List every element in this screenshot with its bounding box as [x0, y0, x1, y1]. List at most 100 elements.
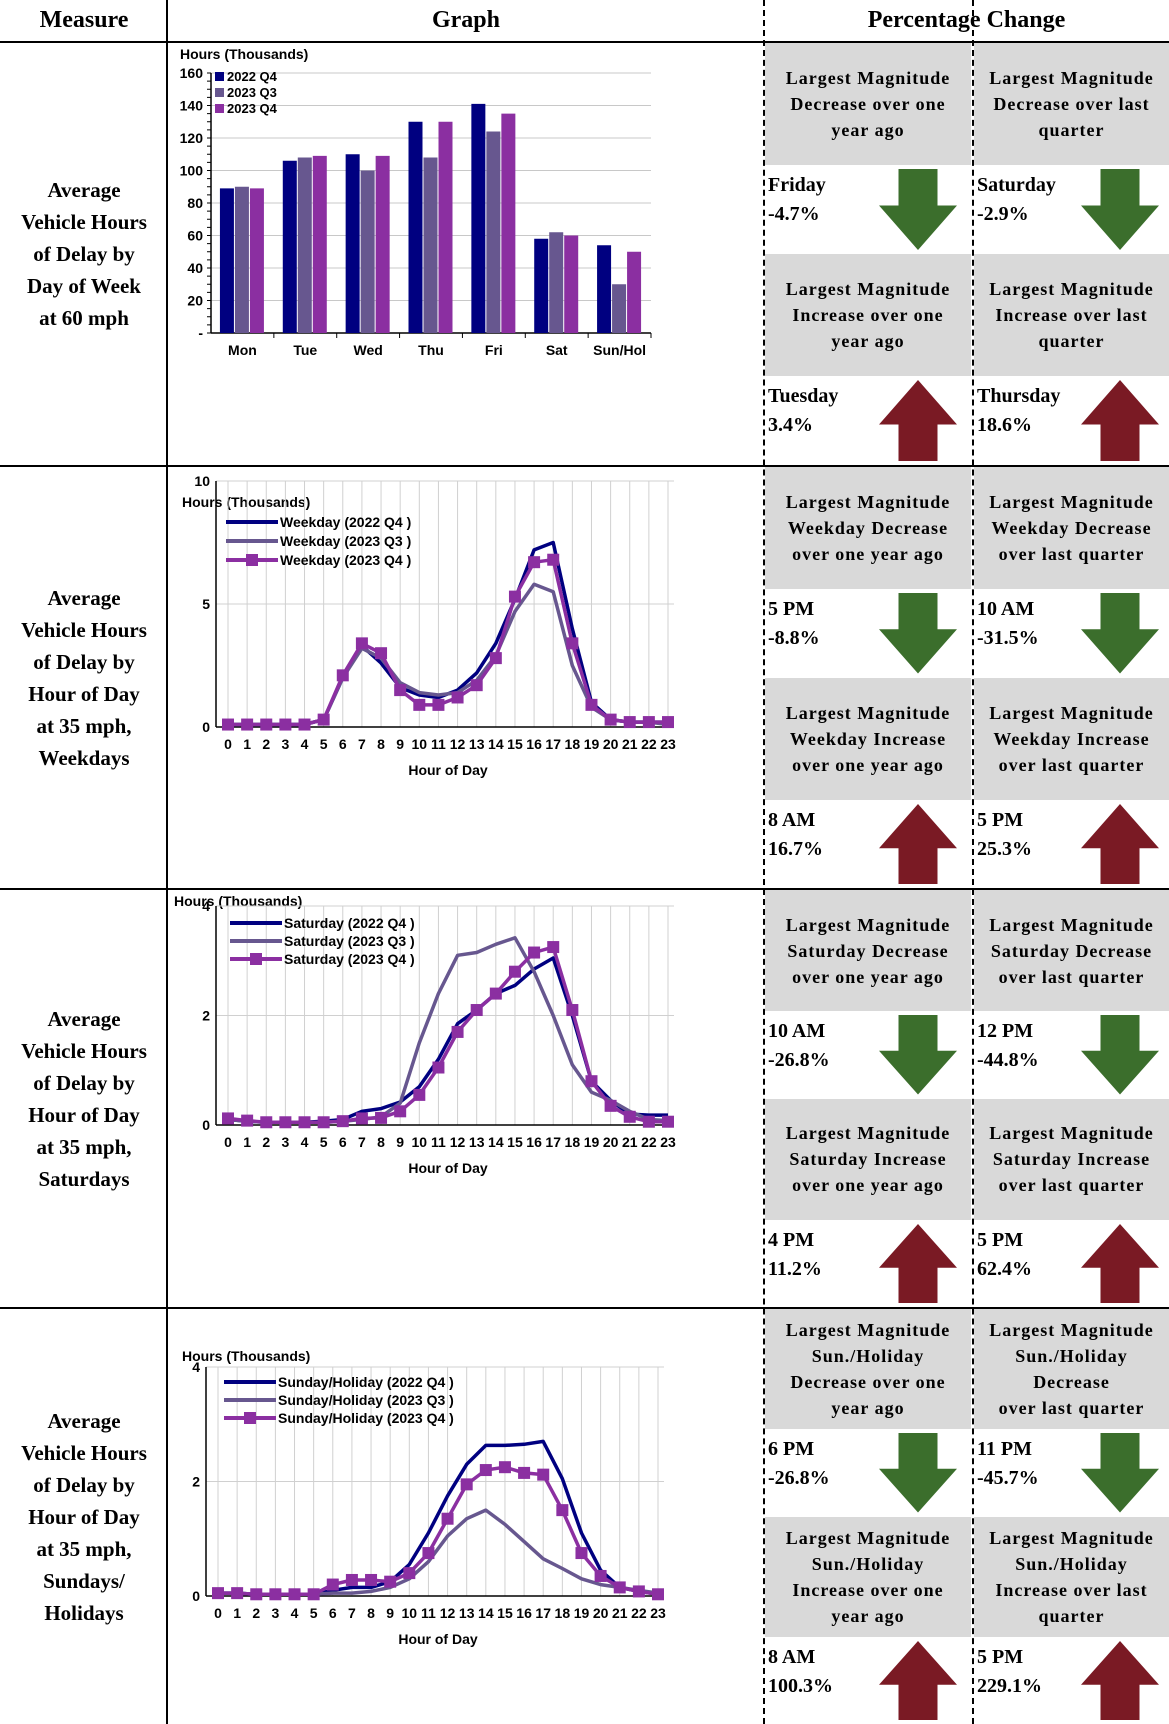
series-marker — [394, 684, 407, 697]
series-marker — [662, 1115, 674, 1128]
series-marker — [355, 637, 368, 650]
bar — [408, 121, 423, 333]
x-tick-label: 3 — [271, 1605, 279, 1621]
x-axis-title: Hour of Day — [408, 1160, 488, 1176]
up-arrow-icon — [1081, 1223, 1159, 1303]
y-tick-label: 40 — [187, 260, 203, 276]
x-tick-label: 20 — [603, 736, 619, 752]
x-tick-label: 1 — [233, 1605, 241, 1621]
x-tick-label: 9 — [386, 1605, 394, 1621]
saturday-value-3: 5 PM 62.4% — [977, 1228, 1032, 1280]
x-tick-label: Wed — [353, 342, 382, 358]
x-tick-label: 10 — [402, 1605, 418, 1621]
saturday-value-2: 4 PM 11.2% — [768, 1228, 822, 1280]
series-marker — [336, 669, 349, 682]
weekday-value-1: 10 AM -31.5% — [977, 598, 1039, 649]
x-tick-label: 12 — [440, 1605, 456, 1621]
series-marker — [451, 1025, 464, 1038]
y-tick-label: 80 — [187, 195, 203, 211]
x-tick-label: 21 — [622, 736, 638, 752]
series-marker — [604, 1099, 617, 1112]
x-axis-title: Hour of Day — [408, 762, 488, 778]
series-marker — [212, 1587, 224, 1600]
series-marker — [307, 1588, 320, 1601]
up-arrow-icon — [1081, 1640, 1159, 1720]
x-tick-label: 15 — [507, 736, 523, 752]
series-marker — [432, 698, 445, 711]
x-tick-label: 4 — [301, 736, 309, 752]
series-marker — [594, 1569, 607, 1582]
sunday-value-1: 11 PM -45.7% — [977, 1438, 1039, 1489]
x-tick-label: 20 — [603, 1134, 619, 1150]
x-tick-label: 6 — [329, 1605, 337, 1621]
series-marker — [479, 1464, 492, 1477]
bar — [360, 170, 375, 333]
weekday-label-box-3: Largest Magnitude Weekday Increase over … — [974, 677, 1169, 800]
y-tick-label: 160 — [180, 65, 204, 81]
series-marker — [547, 941, 560, 954]
divider-line — [166, 0, 168, 1724]
legend-label: Weekday (2022 Q4 ) — [280, 514, 411, 530]
divider-line — [972, 0, 974, 1724]
series-marker — [547, 553, 560, 566]
sunday-value-3: 5 PM 229.1% — [977, 1645, 1042, 1697]
series-marker — [241, 1114, 254, 1127]
x-tick-label: 21 — [622, 1134, 638, 1150]
bar — [438, 121, 453, 333]
x-tick-label: Mon — [228, 342, 257, 358]
x-tick-label: 1 — [243, 1134, 251, 1150]
series-marker — [355, 1112, 368, 1125]
x-tick-label: 17 — [545, 736, 561, 752]
bar — [423, 157, 438, 333]
sunday-label-box-3: Largest Magnitude Sun./Holiday Increase … — [974, 1516, 1169, 1637]
series-marker — [642, 716, 655, 729]
x-tick-label: 22 — [631, 1605, 647, 1621]
series-marker — [231, 1587, 244, 1600]
series-marker — [222, 718, 234, 731]
x-tick-label: 12 — [450, 1134, 466, 1150]
bar — [282, 160, 297, 333]
weekday-value-0: 5 PM -8.8% — [768, 598, 820, 649]
series-marker — [489, 987, 502, 1000]
series-marker — [556, 1504, 569, 1517]
up-arrow-icon — [879, 1640, 957, 1720]
x-tick-label: 6 — [339, 736, 347, 752]
y-tick-label: - — [198, 325, 203, 341]
dow-label-box-3: Largest Magnitude Increase over last qua… — [974, 254, 1169, 376]
up-arrow-icon — [879, 380, 957, 461]
series-marker — [375, 1111, 388, 1124]
series-marker — [566, 1004, 579, 1017]
series-marker — [432, 1061, 445, 1074]
saturday-value-0: 10 AM -26.8% — [768, 1020, 830, 1071]
series-marker — [528, 556, 541, 569]
x-tick-label: 5 — [320, 1134, 328, 1150]
x-tick-label: 17 — [545, 1134, 561, 1150]
sunday-label-box-0: Largest Magnitude Sun./Holiday Decrease … — [765, 1309, 971, 1429]
x-tick-label: 11 — [431, 736, 446, 752]
bar — [486, 131, 501, 333]
bar — [501, 113, 516, 333]
header-measure: Measure — [39, 6, 129, 33]
x-tick-label: 12 — [450, 736, 466, 752]
measure-saturdays: Average Vehicle Hours of Delay by Hour o… — [21, 1006, 147, 1191]
series-marker — [260, 718, 273, 731]
series-marker — [269, 1588, 282, 1601]
x-tick-label: 0 — [224, 736, 232, 752]
x-tick-label: 1 — [243, 736, 251, 752]
up-arrow-icon — [1081, 803, 1159, 884]
legend-marker — [246, 554, 258, 566]
series-marker — [317, 713, 330, 726]
x-tick-label: 8 — [367, 1605, 375, 1621]
series-marker — [441, 1512, 454, 1525]
x-tick-label: Fri — [485, 342, 503, 358]
x-tick-label: 15 — [507, 1134, 523, 1150]
saturday-value-1: 12 PM -44.8% — [977, 1020, 1039, 1071]
x-tick-label: 22 — [641, 1134, 657, 1150]
series-marker — [528, 946, 541, 959]
bar — [549, 232, 564, 333]
series-marker — [613, 1581, 626, 1594]
up-arrow-icon — [879, 803, 957, 884]
dow-value-1: Saturday -2.9% — [977, 174, 1056, 225]
measure-sundays-holidays: Average Vehicle Hours of Delay by Hour o… — [21, 1408, 147, 1625]
day-of-week-bar-chart: Hours (Thousands) - 20 40 60 80 100 120 140 160 Mo… — [180, 46, 652, 358]
